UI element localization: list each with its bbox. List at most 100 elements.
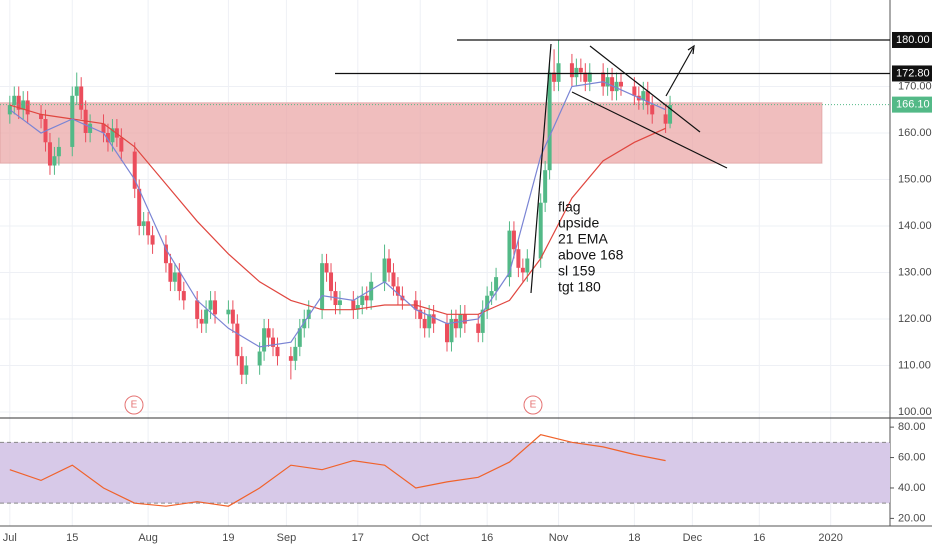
candle-body <box>74 86 79 96</box>
candle-body <box>181 291 186 301</box>
x-tick-label: 19 <box>222 532 234 544</box>
x-tick-label: 17 <box>352 532 364 544</box>
candle-body <box>494 277 499 292</box>
candle-body <box>645 91 650 106</box>
y-tick-label: 60.00 <box>898 451 926 463</box>
candle-body <box>119 137 124 152</box>
candle-body <box>271 337 276 347</box>
candle-body <box>25 100 30 115</box>
earnings-label: E <box>131 400 138 411</box>
y-tick-label: 40.00 <box>898 482 926 494</box>
candle-body <box>445 323 450 343</box>
arrow-head <box>687 44 695 55</box>
y-tick-label: 170.00 <box>898 80 932 92</box>
candle-body <box>520 267 525 273</box>
x-tick-label: Jul <box>3 532 17 544</box>
candle-body <box>21 100 26 110</box>
candle-body <box>538 202 543 259</box>
candle-body <box>511 230 516 250</box>
candle-body <box>195 300 200 319</box>
rsi-line <box>9 434 666 507</box>
x-tick-label: 18 <box>628 532 640 544</box>
y-tick-label: 150.00 <box>898 173 932 185</box>
candle-body <box>266 328 271 338</box>
price-label-box <box>892 31 932 48</box>
candle-body <box>105 132 110 143</box>
candle-body <box>395 286 400 296</box>
price-label-box <box>892 65 932 82</box>
candle-body <box>56 146 61 157</box>
candle-body <box>391 272 396 287</box>
candle-body <box>213 300 218 315</box>
candle-body <box>47 142 52 166</box>
earnings-marker <box>523 395 543 415</box>
y-tick-label: 130.00 <box>898 266 932 278</box>
candle-body <box>150 235 155 245</box>
zone <box>0 102 823 164</box>
candle-body <box>306 309 311 319</box>
candle-body <box>489 291 494 296</box>
candle-body <box>610 77 615 92</box>
candle-body <box>641 91 646 101</box>
candle-body <box>79 86 84 110</box>
y-tick-label: 100.00 <box>898 406 932 418</box>
y-tick-label: 160.00 <box>898 127 932 139</box>
candle-body <box>177 272 182 292</box>
x-tick-label: Sep <box>277 532 297 544</box>
price-label: 172.80 <box>896 67 930 79</box>
x-tick-label: 2020 <box>818 532 842 544</box>
candle-body <box>663 114 668 124</box>
x-tick-label: Aug <box>138 532 158 544</box>
note-line: sl 159 <box>558 263 596 279</box>
x-tick-label: Oct <box>412 532 429 544</box>
candle-body <box>239 356 244 375</box>
candle-body <box>288 356 293 361</box>
candle-body <box>552 72 557 82</box>
candle-body <box>70 95 75 147</box>
candle-body <box>587 72 592 82</box>
candle-body <box>507 230 512 278</box>
candle-body <box>88 123 93 133</box>
candle-body <box>110 128 115 143</box>
price-label-box <box>892 96 932 113</box>
y-tick-label: 20.00 <box>898 512 926 524</box>
candle-body <box>525 258 530 273</box>
candle-body <box>569 63 574 78</box>
candle-body <box>302 318 307 329</box>
candle-body <box>39 114 44 120</box>
candle-body <box>476 323 481 333</box>
candle-body <box>141 221 146 226</box>
candle-body <box>244 365 249 375</box>
candle-body <box>262 328 267 352</box>
candle-body <box>547 72 552 171</box>
ema-line <box>9 104 666 315</box>
ema-line <box>9 81 666 348</box>
candle-body <box>583 72 588 82</box>
y-tick-label: 110.00 <box>898 359 931 371</box>
flag-bottom <box>571 91 728 169</box>
candle-body <box>601 72 606 87</box>
candle-body <box>387 258 392 273</box>
candle-body <box>449 318 454 343</box>
candle-body <box>163 244 168 264</box>
candle-body <box>453 318 458 329</box>
candle-body <box>101 123 106 133</box>
x-tick-label: Nov <box>549 532 569 544</box>
candle-body <box>360 295 365 306</box>
candle-body <box>556 63 561 82</box>
candle-body <box>137 188 142 226</box>
candle-body <box>12 95 17 106</box>
flag-drawing <box>530 43 728 294</box>
candle-body <box>650 105 655 115</box>
x-tick-label: Dec <box>683 532 703 544</box>
candle-body <box>132 151 137 189</box>
candle-body <box>351 300 356 310</box>
y-tick-label: 140.00 <box>898 220 932 232</box>
candle-body <box>235 323 240 357</box>
candle-body <box>226 309 231 315</box>
candle-body <box>618 81 623 87</box>
flag-top <box>589 45 701 133</box>
candle-body <box>52 156 57 166</box>
candle-body <box>257 351 262 366</box>
earnings-label: E <box>530 400 537 411</box>
